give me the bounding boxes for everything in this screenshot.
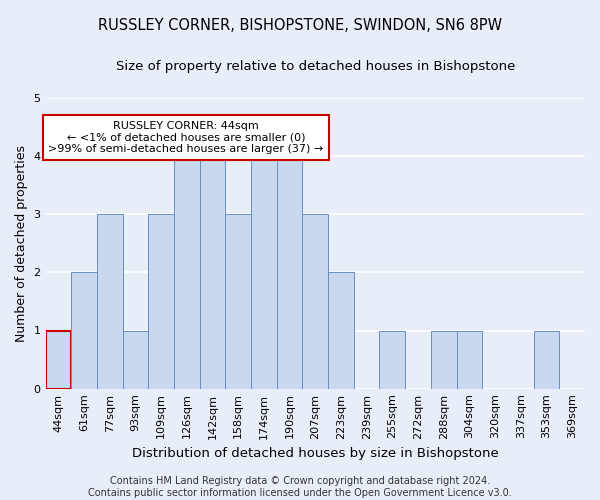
Bar: [122, 330, 148, 388]
X-axis label: Distribution of detached houses by size in Bishopstone: Distribution of detached houses by size …: [132, 447, 499, 460]
Bar: [302, 214, 328, 388]
Bar: [97, 214, 122, 388]
Bar: [46, 330, 71, 388]
Bar: [174, 156, 200, 388]
Bar: [431, 330, 457, 388]
Bar: [379, 330, 405, 388]
Bar: [251, 156, 277, 388]
Title: Size of property relative to detached houses in Bishopstone: Size of property relative to detached ho…: [116, 60, 515, 73]
Bar: [457, 330, 482, 388]
Bar: [226, 214, 251, 388]
Bar: [148, 214, 174, 388]
Bar: [277, 156, 302, 388]
Y-axis label: Number of detached properties: Number of detached properties: [15, 144, 28, 342]
Bar: [533, 330, 559, 388]
Text: RUSSLEY CORNER: 44sqm
← <1% of detached houses are smaller (0)
>99% of semi-deta: RUSSLEY CORNER: 44sqm ← <1% of detached …: [48, 121, 323, 154]
Text: Contains HM Land Registry data © Crown copyright and database right 2024.
Contai: Contains HM Land Registry data © Crown c…: [88, 476, 512, 498]
Bar: [200, 156, 226, 388]
Bar: [328, 272, 354, 388]
Bar: [71, 272, 97, 388]
Text: RUSSLEY CORNER, BISHOPSTONE, SWINDON, SN6 8PW: RUSSLEY CORNER, BISHOPSTONE, SWINDON, SN…: [98, 18, 502, 32]
